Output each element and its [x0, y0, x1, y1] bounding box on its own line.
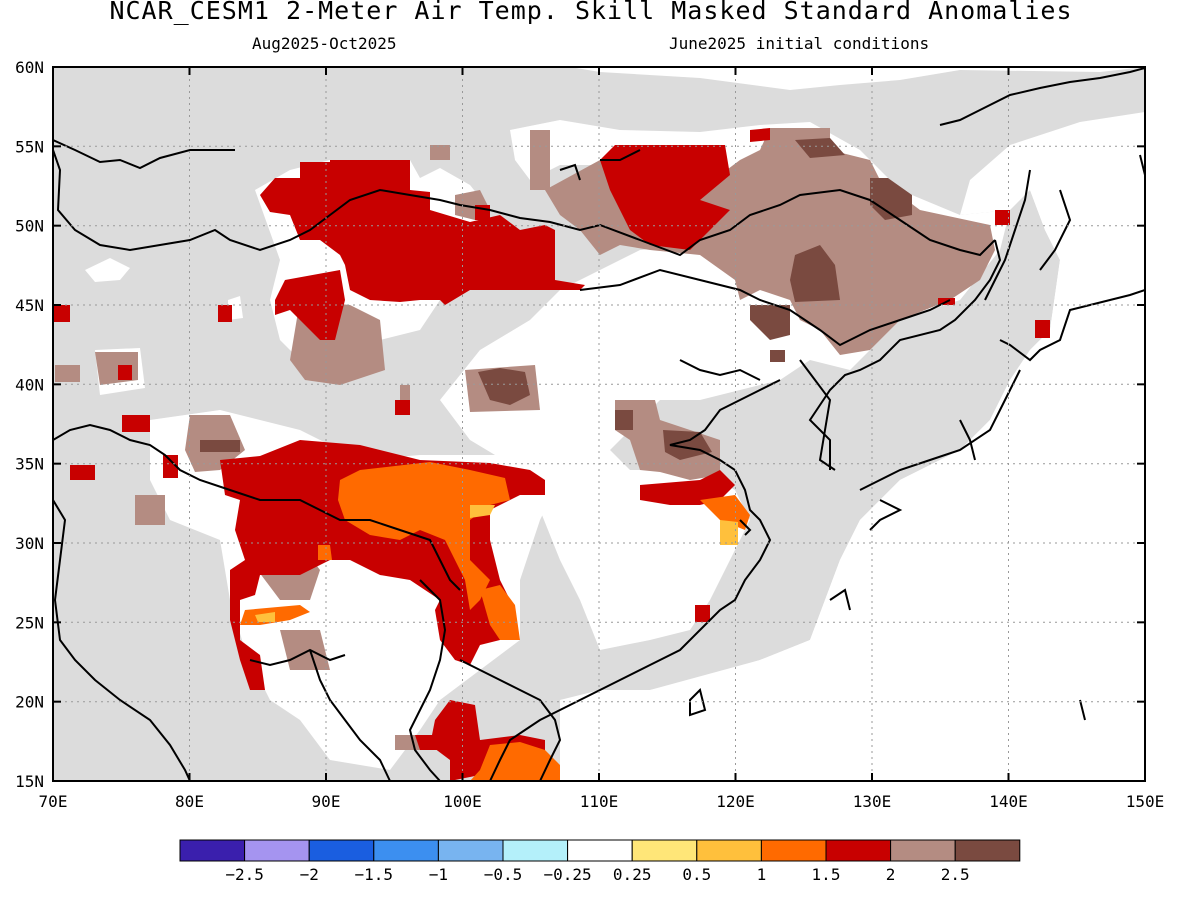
legend-label: −1	[429, 865, 448, 884]
lat-tick-label: 60N	[15, 58, 44, 77]
legend-label: 1	[757, 865, 767, 884]
legend-swatch	[567, 839, 633, 862]
lat-tick-label: 45N	[15, 296, 44, 315]
lon-tick-label: 130E	[853, 792, 892, 811]
latitude-axis: 15N 20N 25N 30N 35N 40N 45N 50N 55N 60N	[15, 58, 1145, 791]
legend-label: 2.5	[941, 865, 970, 884]
legend-swatch	[954, 839, 1021, 862]
lat-tick-label: 50N	[15, 217, 44, 236]
lon-tick-label: 140E	[989, 792, 1028, 811]
anomaly-0-5-to-1	[255, 505, 738, 622]
legend-label: −2	[300, 865, 319, 884]
legend-swatch	[890, 839, 956, 862]
initial-conditions: June2025 initial conditions	[669, 34, 930, 53]
legend-swatch	[179, 839, 246, 862]
lat-tick-label: 30N	[15, 534, 44, 553]
anomaly-above-2-5	[200, 138, 912, 460]
anomaly-1-to-1-5	[240, 462, 750, 781]
legend-label: 1.5	[812, 865, 841, 884]
legend-swatch	[373, 839, 439, 862]
legend-swatch	[825, 839, 892, 862]
color-legend: −2.5 −2 −1.5 −1 −0.5 −0.25 0.25 0.5 1 1.5 2 2.5	[179, 839, 1021, 884]
map-fields	[53, 67, 1145, 781]
legend-label: 2	[886, 865, 896, 884]
legend-label: −1.5	[355, 865, 394, 884]
lon-tick-label: 150E	[1126, 792, 1165, 811]
legend-label: 0.25	[613, 865, 652, 884]
lon-tick-label: 110E	[580, 792, 619, 811]
legend-swatch	[631, 839, 698, 862]
lat-tick-label: 20N	[15, 693, 44, 712]
lat-tick-label: 40N	[15, 375, 44, 394]
forecast-period: Aug2025-Oct2025	[252, 34, 397, 53]
lat-tick-label: 25N	[15, 613, 44, 632]
lon-tick-label: 80E	[175, 792, 204, 811]
map-title: NCAR_CESM1 2-Meter Air Temp. Skill Maske…	[109, 0, 1073, 25]
legend-label: 0.5	[682, 865, 711, 884]
legend-swatch	[696, 839, 762, 862]
legend-swatch	[437, 839, 504, 862]
legend-swatch	[760, 839, 827, 862]
lon-tick-label: 70E	[39, 792, 68, 811]
legend-swatch	[244, 839, 310, 862]
longitude-axis: 70E 80E 90E 100E 110E 120E 130E 140E 150E	[39, 67, 1165, 811]
lon-tick-label: 120E	[716, 792, 755, 811]
lat-tick-label: 55N	[15, 137, 44, 156]
legend-swatch	[308, 839, 375, 862]
legend-swatch	[502, 839, 569, 862]
lat-tick-label: 35N	[15, 455, 44, 474]
graticule	[53, 67, 1145, 781]
legend-label: −0.5	[484, 865, 523, 884]
lon-tick-label: 100E	[443, 792, 482, 811]
legend-label: −0.25	[544, 865, 592, 884]
coastlines-borders	[53, 67, 1145, 781]
lon-tick-label: 90E	[312, 792, 341, 811]
legend-label: −2.5	[225, 865, 264, 884]
lat-tick-label: 15N	[15, 772, 44, 791]
